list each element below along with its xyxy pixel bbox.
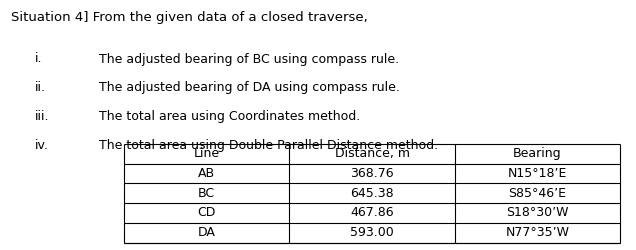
Text: AB: AB <box>198 167 215 180</box>
Text: 593.00: 593.00 <box>350 226 394 239</box>
Text: N15°18’E: N15°18’E <box>508 167 567 180</box>
Text: Situation 4] From the given data of a closed traverse,: Situation 4] From the given data of a cl… <box>11 11 368 24</box>
Text: The adjusted bearing of BC using compass rule.: The adjusted bearing of BC using compass… <box>99 52 399 66</box>
Text: The total area using Coordinates method.: The total area using Coordinates method. <box>99 110 360 123</box>
Text: The total area using Double Parallel Distance method.: The total area using Double Parallel Dis… <box>99 139 438 152</box>
Text: S85°46’E: S85°46’E <box>509 186 567 200</box>
Text: 368.76: 368.76 <box>350 167 394 180</box>
Text: S18°30’W: S18°30’W <box>506 206 569 220</box>
Text: i.: i. <box>35 52 43 66</box>
Text: N77°35’W: N77°35’W <box>506 226 569 239</box>
Text: Line: Line <box>193 147 219 160</box>
Text: iii.: iii. <box>35 110 50 123</box>
Text: ii.: ii. <box>35 81 46 94</box>
Text: CD: CD <box>197 206 216 220</box>
Text: Bearing: Bearing <box>513 147 562 160</box>
Text: 645.38: 645.38 <box>350 186 394 200</box>
Text: 467.86: 467.86 <box>350 206 394 220</box>
Text: Distance, m: Distance, m <box>335 147 410 160</box>
Text: BC: BC <box>198 186 215 200</box>
Text: DA: DA <box>198 226 216 239</box>
Text: The adjusted bearing of DA using compass rule.: The adjusted bearing of DA using compass… <box>99 81 399 94</box>
Text: iv.: iv. <box>35 139 49 152</box>
